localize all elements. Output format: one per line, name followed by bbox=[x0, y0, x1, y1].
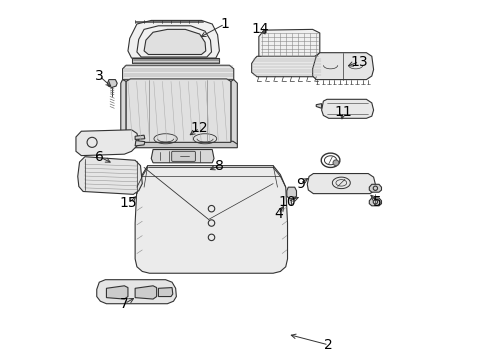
Text: 4: 4 bbox=[274, 207, 283, 221]
Polygon shape bbox=[158, 288, 172, 297]
Polygon shape bbox=[131, 58, 219, 63]
Polygon shape bbox=[135, 166, 287, 273]
Polygon shape bbox=[122, 65, 233, 80]
Polygon shape bbox=[316, 104, 321, 108]
Text: 1: 1 bbox=[220, 17, 229, 31]
Text: 3: 3 bbox=[95, 69, 103, 83]
Polygon shape bbox=[368, 198, 381, 206]
Polygon shape bbox=[135, 140, 144, 146]
Polygon shape bbox=[126, 79, 230, 142]
Polygon shape bbox=[286, 187, 296, 199]
Polygon shape bbox=[107, 80, 117, 87]
Polygon shape bbox=[144, 30, 205, 54]
Text: 12: 12 bbox=[190, 121, 208, 135]
Polygon shape bbox=[230, 80, 237, 146]
Polygon shape bbox=[121, 80, 126, 146]
Text: 8: 8 bbox=[215, 159, 224, 173]
Polygon shape bbox=[151, 149, 214, 163]
FancyBboxPatch shape bbox=[171, 151, 195, 161]
Polygon shape bbox=[251, 56, 323, 77]
Polygon shape bbox=[76, 130, 139, 156]
Text: 15: 15 bbox=[119, 196, 137, 210]
Text: 9: 9 bbox=[295, 177, 304, 190]
Text: 7: 7 bbox=[120, 297, 128, 311]
Text: 14: 14 bbox=[251, 22, 269, 36]
Text: 2: 2 bbox=[324, 338, 332, 352]
Polygon shape bbox=[368, 184, 381, 192]
Polygon shape bbox=[135, 135, 144, 139]
Polygon shape bbox=[121, 141, 237, 148]
Polygon shape bbox=[321, 99, 373, 118]
Text: 13: 13 bbox=[350, 55, 367, 69]
Polygon shape bbox=[258, 30, 319, 58]
Circle shape bbox=[332, 160, 338, 166]
Polygon shape bbox=[106, 286, 128, 299]
Polygon shape bbox=[128, 21, 219, 58]
Polygon shape bbox=[78, 157, 142, 194]
Text: 10: 10 bbox=[278, 194, 296, 208]
Polygon shape bbox=[312, 53, 373, 80]
Text: 5: 5 bbox=[372, 194, 381, 208]
Polygon shape bbox=[97, 280, 176, 304]
Text: 11: 11 bbox=[334, 105, 351, 119]
Polygon shape bbox=[135, 286, 156, 299]
Text: 6: 6 bbox=[95, 150, 103, 164]
Polygon shape bbox=[306, 174, 375, 194]
